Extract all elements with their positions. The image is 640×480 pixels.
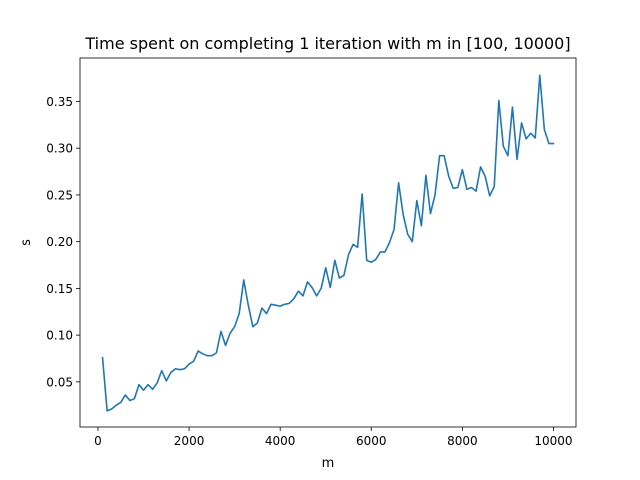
series-layer [101,74,555,412]
x-tick-label: 10000 [534,434,572,448]
y-tick-label: 0.10 [46,329,73,343]
plot-area [80,58,576,427]
y-tick-label: 0.15 [46,282,73,296]
x-axis-ticks: 0 2000 4000 6000 8000 10000 [94,427,573,448]
x-tick-label: 4000 [265,434,296,448]
y-axis-ticks: 0.05 0.10 0.15 0.20 0.25 0.30 0.35 [46,95,80,389]
x-tick-label: 0 [94,434,102,448]
y-tick-label: 0.25 [46,188,73,202]
y-axis-label: s [19,239,34,246]
x-tick-label: 8000 [447,434,478,448]
series-line-0 [101,74,555,412]
y-tick-label: 0.05 [46,375,73,389]
y-tick-label: 0.30 [46,142,73,156]
x-tick-label: 6000 [356,434,387,448]
chart-title: Time spent on completing 1 iteration wit… [84,34,570,53]
plot-frame [79,57,577,428]
x-tick-label: 2000 [174,434,205,448]
x-axis-label: m [322,456,335,471]
y-tick-label: 0.35 [46,95,73,109]
y-tick-label: 0.20 [46,235,73,249]
